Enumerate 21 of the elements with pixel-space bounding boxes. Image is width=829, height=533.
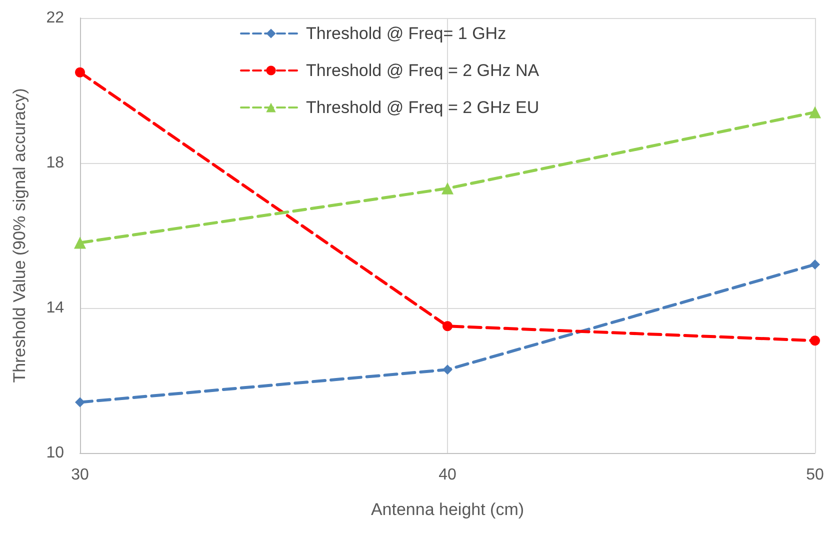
x-tick-label: 50 [806, 466, 824, 484]
point [809, 106, 821, 118]
y-tick-label: 22 [46, 10, 64, 26]
legend-label: Threshold @ Freq = 2 GHz NA [306, 61, 540, 80]
point [74, 236, 86, 249]
point [442, 182, 454, 194]
point [75, 67, 85, 78]
y-tick-label: 10 [46, 444, 64, 462]
point [442, 364, 452, 375]
legend-label: Threshold @ Freq= 1 GHz [306, 24, 506, 43]
y-tick-label: 18 [46, 154, 64, 172]
point [810, 336, 820, 346]
point [442, 321, 452, 332]
legend-label: Threshold @ Freq = 2 GHz EU [306, 98, 540, 117]
x-tick-label: 30 [71, 466, 89, 484]
y-tick-label: 14 [46, 300, 64, 316]
x-tick-label: 40 [438, 466, 456, 484]
y-axis-title: Threshold Value (90% signal accuracy) [10, 88, 29, 383]
point [810, 260, 820, 270]
x-axis-title: Antenna height (cm) [370, 500, 524, 519]
point [75, 397, 85, 408]
